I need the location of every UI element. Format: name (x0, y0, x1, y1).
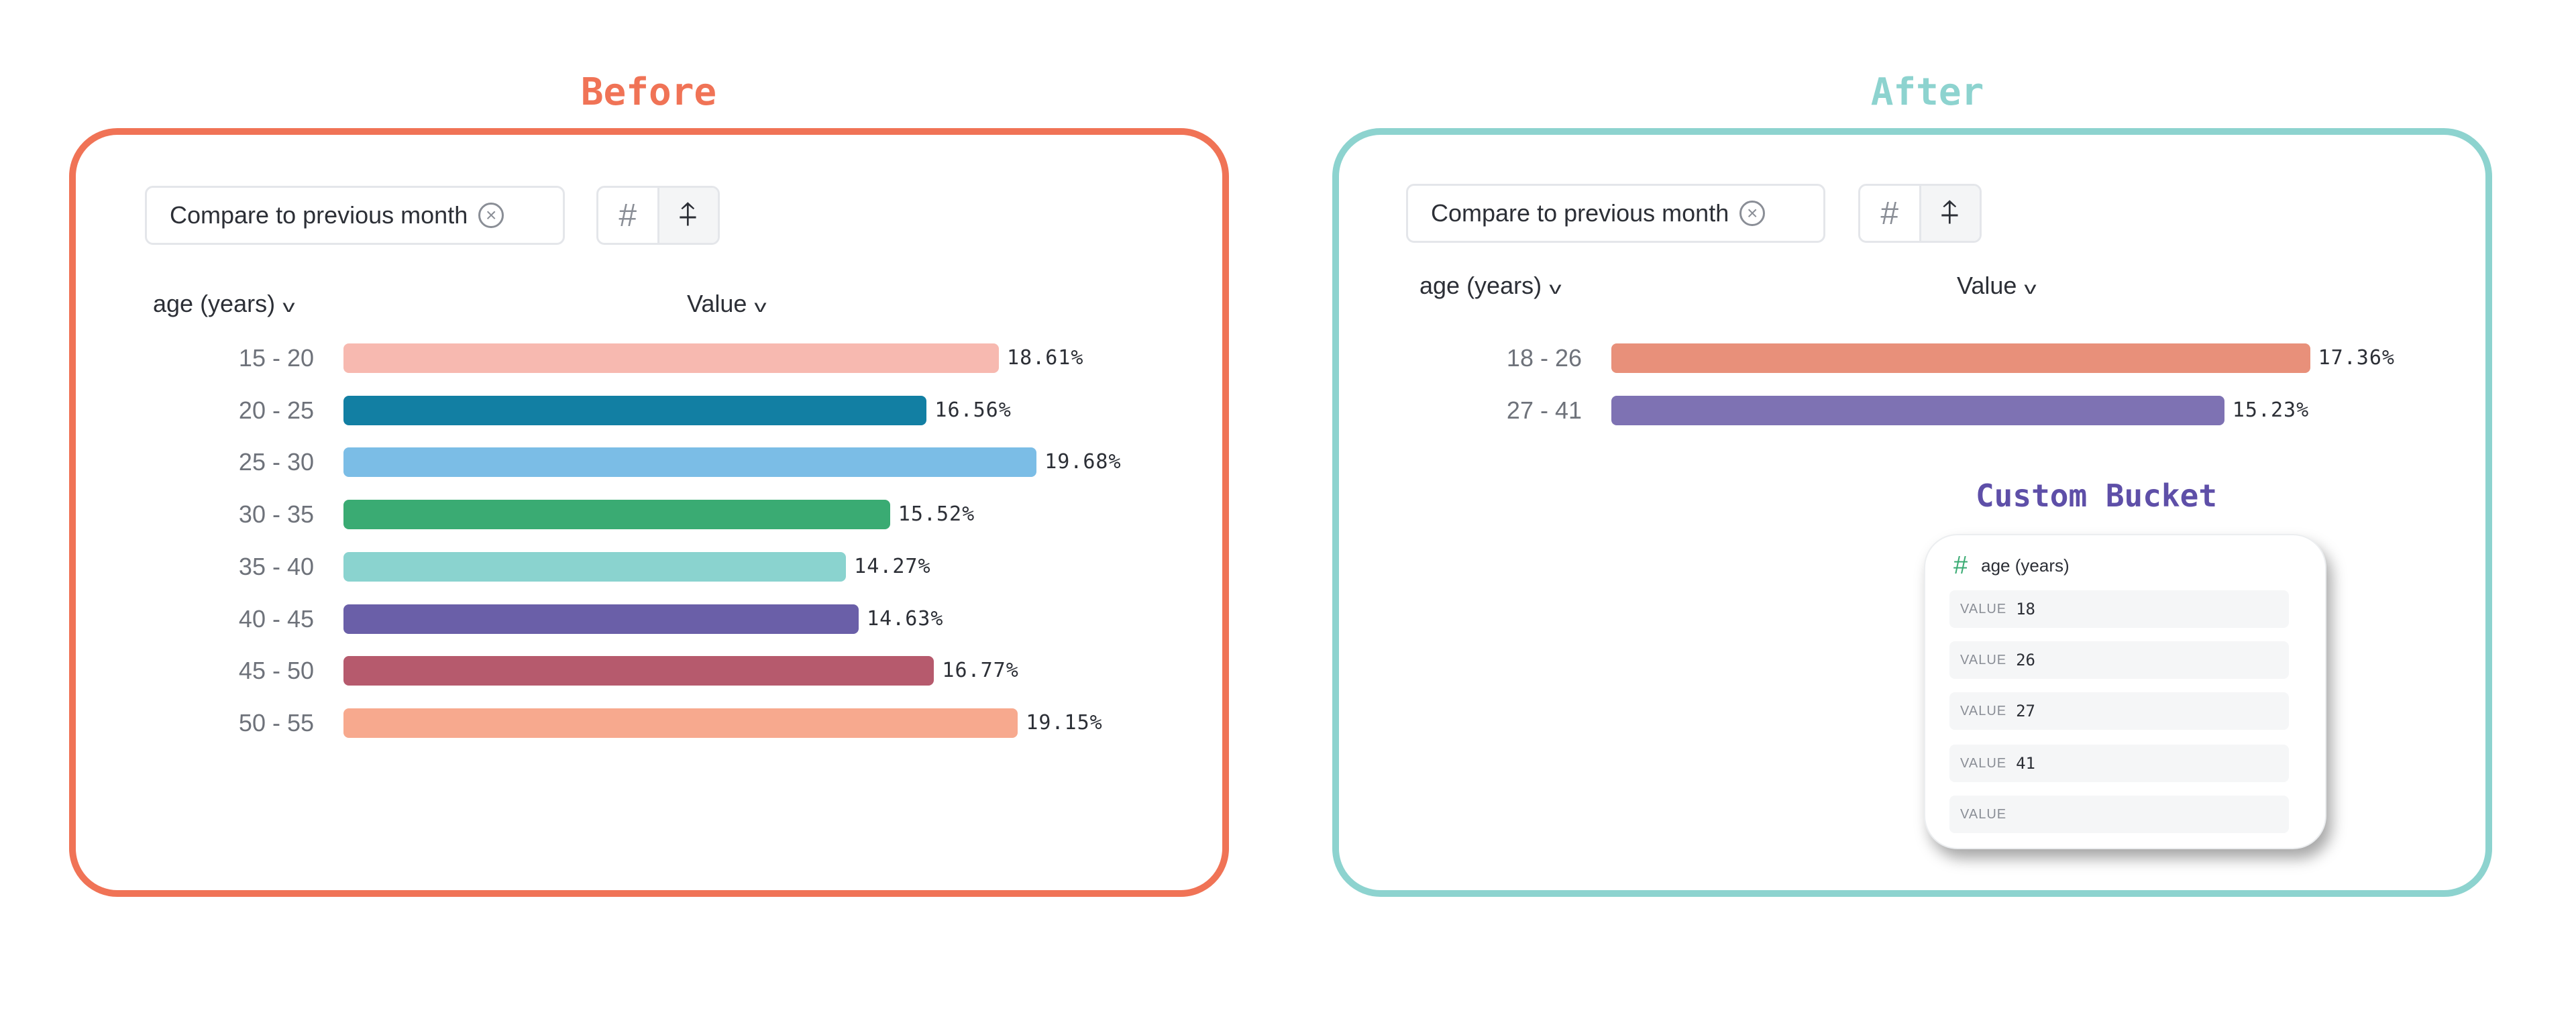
value-label: 16.77% (942, 659, 1019, 683)
value-label: 15.52% (898, 502, 975, 527)
field-value: 41 (2016, 754, 2036, 773)
value-label: 19.68% (1044, 450, 1122, 474)
bar[interactable] (343, 708, 1018, 738)
compare-chip-label: Compare to previous month (170, 201, 468, 229)
chevron-down-icon: v (2024, 278, 2037, 298)
chevron-down-icon: v (282, 296, 295, 316)
hash-icon: # (1953, 551, 1968, 580)
field-label: VALUE (1960, 652, 2007, 667)
compare-chip-label: Compare to previous month (1431, 199, 1729, 227)
category-label: 18 - 26 (1506, 344, 1582, 372)
bar[interactable] (1611, 396, 2224, 425)
arrow-up-split-icon[interactable]: ⍏ (1919, 186, 1980, 241)
bar[interactable] (343, 343, 1000, 373)
after-panel (1332, 128, 2492, 897)
field-label: VALUE (1960, 755, 2007, 771)
category-label: 45 - 50 (238, 657, 314, 685)
metric-header-label: Value (1957, 272, 2017, 299)
chevron-down-icon: v (754, 296, 767, 316)
category-label: 27 - 41 (1506, 396, 1582, 424)
field-value: 27 (2016, 702, 2036, 720)
bucket-value-input[interactable]: VALUE (1949, 796, 2289, 833)
bucket-value-input[interactable]: VALUE 27 (1949, 692, 2289, 730)
hash-icon[interactable]: # (619, 197, 637, 233)
category-label: 30 - 35 (238, 500, 314, 529)
before-title: Before (580, 70, 717, 114)
bucket-value-input[interactable]: VALUE 41 (1949, 745, 2289, 782)
custom-bucket-property: age (years) (1981, 555, 2070, 576)
display-toggle: # ⍏ (596, 186, 720, 245)
custom-bucket-title: Custom Bucket (1975, 478, 2218, 514)
metric-header[interactable]: Value v (1957, 272, 2037, 300)
field-label: VALUE (1960, 601, 2007, 616)
bar[interactable] (343, 500, 890, 530)
bucket-value-input[interactable]: VALUE 18 (1949, 590, 2289, 628)
category-label: 15 - 20 (238, 344, 314, 372)
after-title: After (1870, 70, 1984, 114)
bar[interactable] (343, 604, 859, 634)
value-label: 16.56% (934, 398, 1012, 422)
metric-header[interactable]: Value v (687, 290, 767, 318)
bar[interactable] (343, 395, 927, 425)
chevron-down-icon: v (1549, 278, 1562, 298)
bar[interactable] (343, 656, 934, 686)
category-label: 35 - 40 (238, 552, 314, 580)
bucket-value-input[interactable]: VALUE 26 (1949, 641, 2289, 679)
custom-bucket-card: # age (years) VALUE 18 VALUE 26 VALUE 27 VA… (1924, 534, 2326, 849)
bar[interactable] (343, 447, 1037, 478)
value-label: 14.27% (854, 554, 931, 578)
compare-chip[interactable]: Compare to previous month × (145, 186, 565, 245)
category-label: 20 - 25 (238, 396, 314, 424)
dimension-header[interactable]: age (years) v (153, 290, 295, 318)
dimension-header-label: age (years) (1419, 272, 1542, 299)
value-label: 17.36% (2318, 346, 2395, 370)
value-label: 18.61% (1007, 346, 1084, 370)
field-value: 26 (2016, 651, 2036, 669)
category-label: 25 - 30 (238, 448, 314, 476)
circle-x-icon[interactable]: × (1739, 201, 1766, 226)
value-label: 19.15% (1026, 710, 1103, 735)
value-label: 15.23% (2232, 398, 2310, 422)
display-toggle: # ⍏ (1858, 184, 1982, 243)
bar[interactable] (343, 551, 847, 582)
circle-x-icon[interactable]: × (478, 203, 504, 228)
dimension-header[interactable]: age (years) v (1419, 272, 1562, 300)
before-panel (69, 128, 1229, 897)
custom-bucket-header: # age (years) (1953, 551, 2070, 580)
bar[interactable] (1611, 343, 2310, 373)
metric-header-label: Value (687, 290, 747, 317)
compare-chip[interactable]: Compare to previous month × (1406, 184, 1825, 243)
field-label: VALUE (1960, 703, 2007, 718)
category-label: 40 - 45 (238, 604, 314, 633)
hash-icon[interactable]: # (1880, 195, 1899, 231)
category-label: 50 - 55 (238, 708, 314, 737)
dimension-header-label: age (years) (153, 290, 276, 317)
field-value: 18 (2016, 600, 2036, 618)
value-label: 14.63% (867, 606, 944, 631)
arrow-up-split-icon[interactable]: ⍏ (657, 188, 718, 243)
field-label: VALUE (1960, 806, 2007, 822)
